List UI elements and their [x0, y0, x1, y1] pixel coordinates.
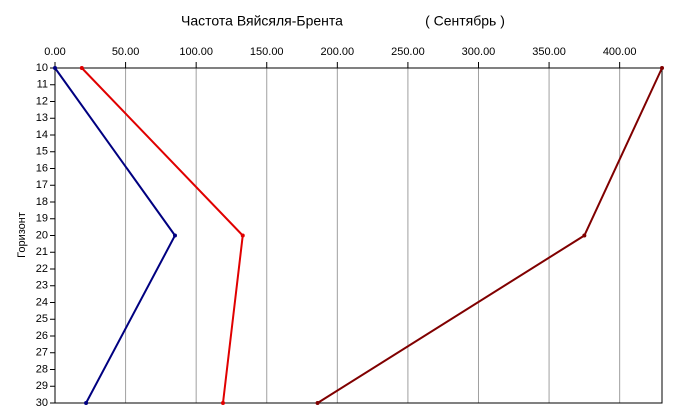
x-tick-label: 50.00 — [112, 46, 140, 58]
point — [53, 66, 57, 70]
y-tick-label: 16 — [36, 162, 48, 174]
y-tick-label: 23 — [36, 280, 48, 292]
x-tick-label: 300.00 — [462, 46, 496, 58]
y-tick-label: 18 — [36, 196, 48, 208]
y-tick-label: 19 — [36, 213, 48, 225]
y-tick-label: 12 — [36, 95, 48, 107]
point — [79, 66, 84, 70]
y-axis-label: Горизонт — [16, 212, 28, 258]
y-tick-label: 22 — [36, 263, 48, 275]
y-tick-label: 28 — [36, 363, 48, 375]
y-tick-label: 15 — [36, 146, 48, 158]
x-tick-label: 200.00 — [320, 46, 354, 58]
y-tick-label: 25 — [36, 313, 48, 325]
y-tick-label: 17 — [36, 179, 48, 191]
point — [220, 401, 225, 405]
y-tick-label: 27 — [36, 347, 48, 359]
y-tick-label: 13 — [36, 112, 48, 124]
x-tick-label: 0.00 — [44, 46, 65, 58]
y-tick-label: 20 — [36, 229, 48, 241]
x-tick-label: 350.00 — [532, 46, 566, 58]
point — [84, 401, 89, 405]
y-tick-label: 14 — [36, 129, 48, 141]
y-tick-label: 24 — [36, 296, 48, 308]
point — [660, 66, 664, 70]
x-tick-label: 100.00 — [179, 46, 213, 58]
y-tick-label: 29 — [36, 380, 48, 392]
point — [582, 233, 587, 238]
x-tick-label: 150.00 — [250, 46, 284, 58]
y-tick-label: 11 — [37, 79, 48, 91]
y-tick-label: 10 — [36, 62, 48, 74]
x-tick-label: 400.00 — [603, 46, 637, 58]
chart-title: Частота Вяйсяля-Брента — [181, 13, 343, 29]
x-tick-label: 250.00 — [391, 46, 425, 58]
chart-subtitle: ( Сентябрь ) — [425, 13, 505, 29]
point — [315, 401, 320, 405]
point — [240, 233, 245, 238]
y-tick-label: 30 — [36, 397, 48, 409]
y-tick-label: 26 — [36, 330, 48, 342]
plot-frame — [54, 67, 663, 404]
point — [172, 233, 177, 238]
y-tick-label: 21 — [36, 246, 48, 258]
